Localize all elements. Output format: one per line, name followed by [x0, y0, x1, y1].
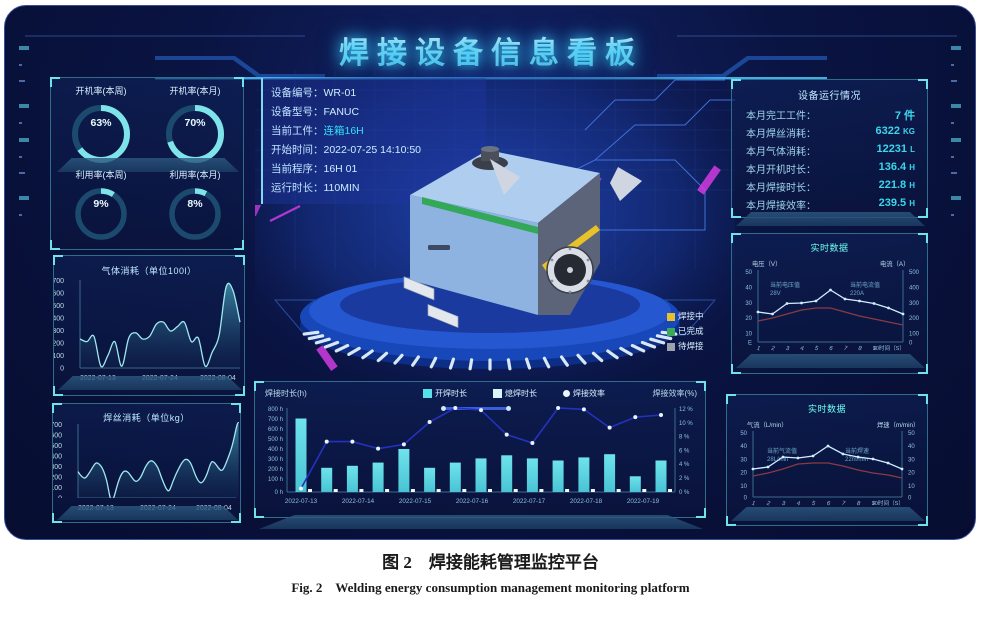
svg-text:电流（A）: 电流（A） — [880, 259, 909, 268]
svg-text:10时间（S）: 10时间（S） — [872, 499, 904, 507]
svg-text:700: 700 — [54, 278, 64, 285]
svg-text:2: 2 — [766, 501, 772, 508]
svg-text:10时间（S）: 10时间（S） — [873, 344, 905, 352]
svg-text:500 h: 500 h — [268, 437, 283, 443]
svg-text:300: 300 — [909, 301, 920, 307]
svg-text:20: 20 — [908, 471, 915, 477]
svg-text:30: 30 — [740, 457, 747, 463]
svg-text:4: 4 — [796, 501, 802, 508]
svg-text:0: 0 — [909, 341, 913, 347]
svg-text:10: 10 — [740, 484, 747, 490]
svg-text:400 h: 400 h — [268, 447, 283, 453]
svg-text:2 %: 2 % — [679, 476, 690, 482]
svg-text:400: 400 — [53, 454, 62, 461]
svg-text:2: 2 — [770, 346, 776, 353]
svg-text:6 %: 6 % — [679, 448, 690, 454]
svg-text:50: 50 — [740, 431, 747, 437]
svg-text:20: 20 — [740, 471, 747, 477]
svg-text:焊速（m/min）: 焊速（m/min） — [877, 420, 919, 429]
svg-text:7: 7 — [843, 346, 849, 353]
svg-text:E: E — [748, 341, 752, 347]
svg-text:气流（L/min）: 气流（L/min） — [747, 420, 788, 429]
svg-text:700: 700 — [53, 422, 62, 429]
svg-text:0 h: 0 h — [275, 490, 283, 496]
svg-text:当前电压值: 当前电压值 — [770, 281, 800, 289]
svg-text:0: 0 — [908, 496, 912, 502]
svg-text:10: 10 — [745, 332, 752, 338]
svg-text:100: 100 — [54, 353, 64, 360]
svg-text:500: 500 — [909, 270, 920, 276]
svg-text:800 h: 800 h — [268, 407, 283, 413]
svg-text:2022-07-13: 2022-07-13 — [285, 498, 318, 505]
svg-text:当前气流值: 当前气流值 — [767, 447, 797, 455]
svg-text:40: 40 — [908, 444, 915, 450]
svg-text:2022-07-15: 2022-07-15 — [399, 498, 432, 505]
svg-text:8: 8 — [856, 501, 862, 508]
svg-text:600: 600 — [54, 291, 64, 298]
svg-text:200 h: 200 h — [268, 467, 283, 473]
svg-text:300 h: 300 h — [268, 457, 283, 463]
svg-text:40: 40 — [740, 444, 747, 450]
svg-text:5: 5 — [811, 501, 817, 508]
svg-text:50: 50 — [745, 270, 752, 276]
svg-text:5: 5 — [814, 346, 820, 353]
svg-text:10: 10 — [908, 484, 915, 490]
svg-text:1: 1 — [751, 501, 757, 508]
svg-text:电压（V）: 电压（V） — [752, 259, 781, 268]
svg-text:2022-07-19: 2022-07-19 — [627, 498, 660, 505]
svg-text:200: 200 — [53, 475, 62, 482]
svg-text:600 h: 600 h — [268, 427, 283, 433]
svg-text:500: 500 — [54, 303, 64, 310]
svg-text:200: 200 — [54, 341, 64, 348]
svg-text:4: 4 — [799, 346, 805, 353]
svg-text:8 %: 8 % — [679, 435, 690, 441]
svg-text:3: 3 — [781, 501, 787, 508]
svg-text:400: 400 — [54, 316, 64, 323]
svg-text:40: 40 — [745, 285, 752, 291]
svg-text:200: 200 — [909, 316, 920, 322]
svg-text:20: 20 — [745, 316, 752, 322]
svg-text:400: 400 — [909, 285, 920, 291]
svg-text:10 %: 10 % — [679, 421, 693, 427]
svg-text:30: 30 — [745, 301, 752, 307]
svg-text:300: 300 — [53, 464, 62, 471]
svg-text:3: 3 — [785, 346, 791, 353]
svg-text:0: 0 — [60, 366, 64, 373]
svg-text:6: 6 — [826, 501, 832, 508]
svg-text:当前焊速: 当前焊速 — [845, 447, 869, 455]
svg-text:当前电流值: 当前电流值 — [850, 281, 880, 289]
svg-text:2022-07-18: 2022-07-18 — [570, 498, 603, 505]
svg-text:4 %: 4 % — [679, 462, 690, 468]
svg-text:8: 8 — [857, 346, 863, 353]
svg-text:30: 30 — [908, 457, 915, 463]
svg-text:500: 500 — [53, 443, 62, 450]
svg-text:12 %: 12 % — [679, 407, 693, 413]
svg-text:100: 100 — [909, 332, 920, 338]
svg-text:0: 0 — [58, 496, 62, 503]
svg-text:7: 7 — [841, 501, 847, 508]
svg-text:0 %: 0 % — [679, 490, 690, 496]
svg-text:28V: 28V — [770, 291, 781, 297]
svg-text:600: 600 — [53, 433, 62, 440]
svg-text:700 h: 700 h — [268, 417, 283, 423]
svg-text:220A: 220A — [850, 291, 864, 297]
svg-text:6: 6 — [828, 346, 834, 353]
svg-text:0: 0 — [744, 496, 748, 502]
svg-text:2022-07-14: 2022-07-14 — [342, 498, 375, 505]
svg-text:100: 100 — [53, 485, 62, 492]
svg-text:2022-07-16: 2022-07-16 — [456, 498, 489, 505]
svg-text:1: 1 — [756, 346, 762, 353]
svg-text:2022-07-17: 2022-07-17 — [513, 498, 546, 505]
svg-text:100 h: 100 h — [268, 477, 283, 483]
svg-text:300: 300 — [54, 328, 64, 335]
svg-text:50: 50 — [908, 431, 915, 437]
